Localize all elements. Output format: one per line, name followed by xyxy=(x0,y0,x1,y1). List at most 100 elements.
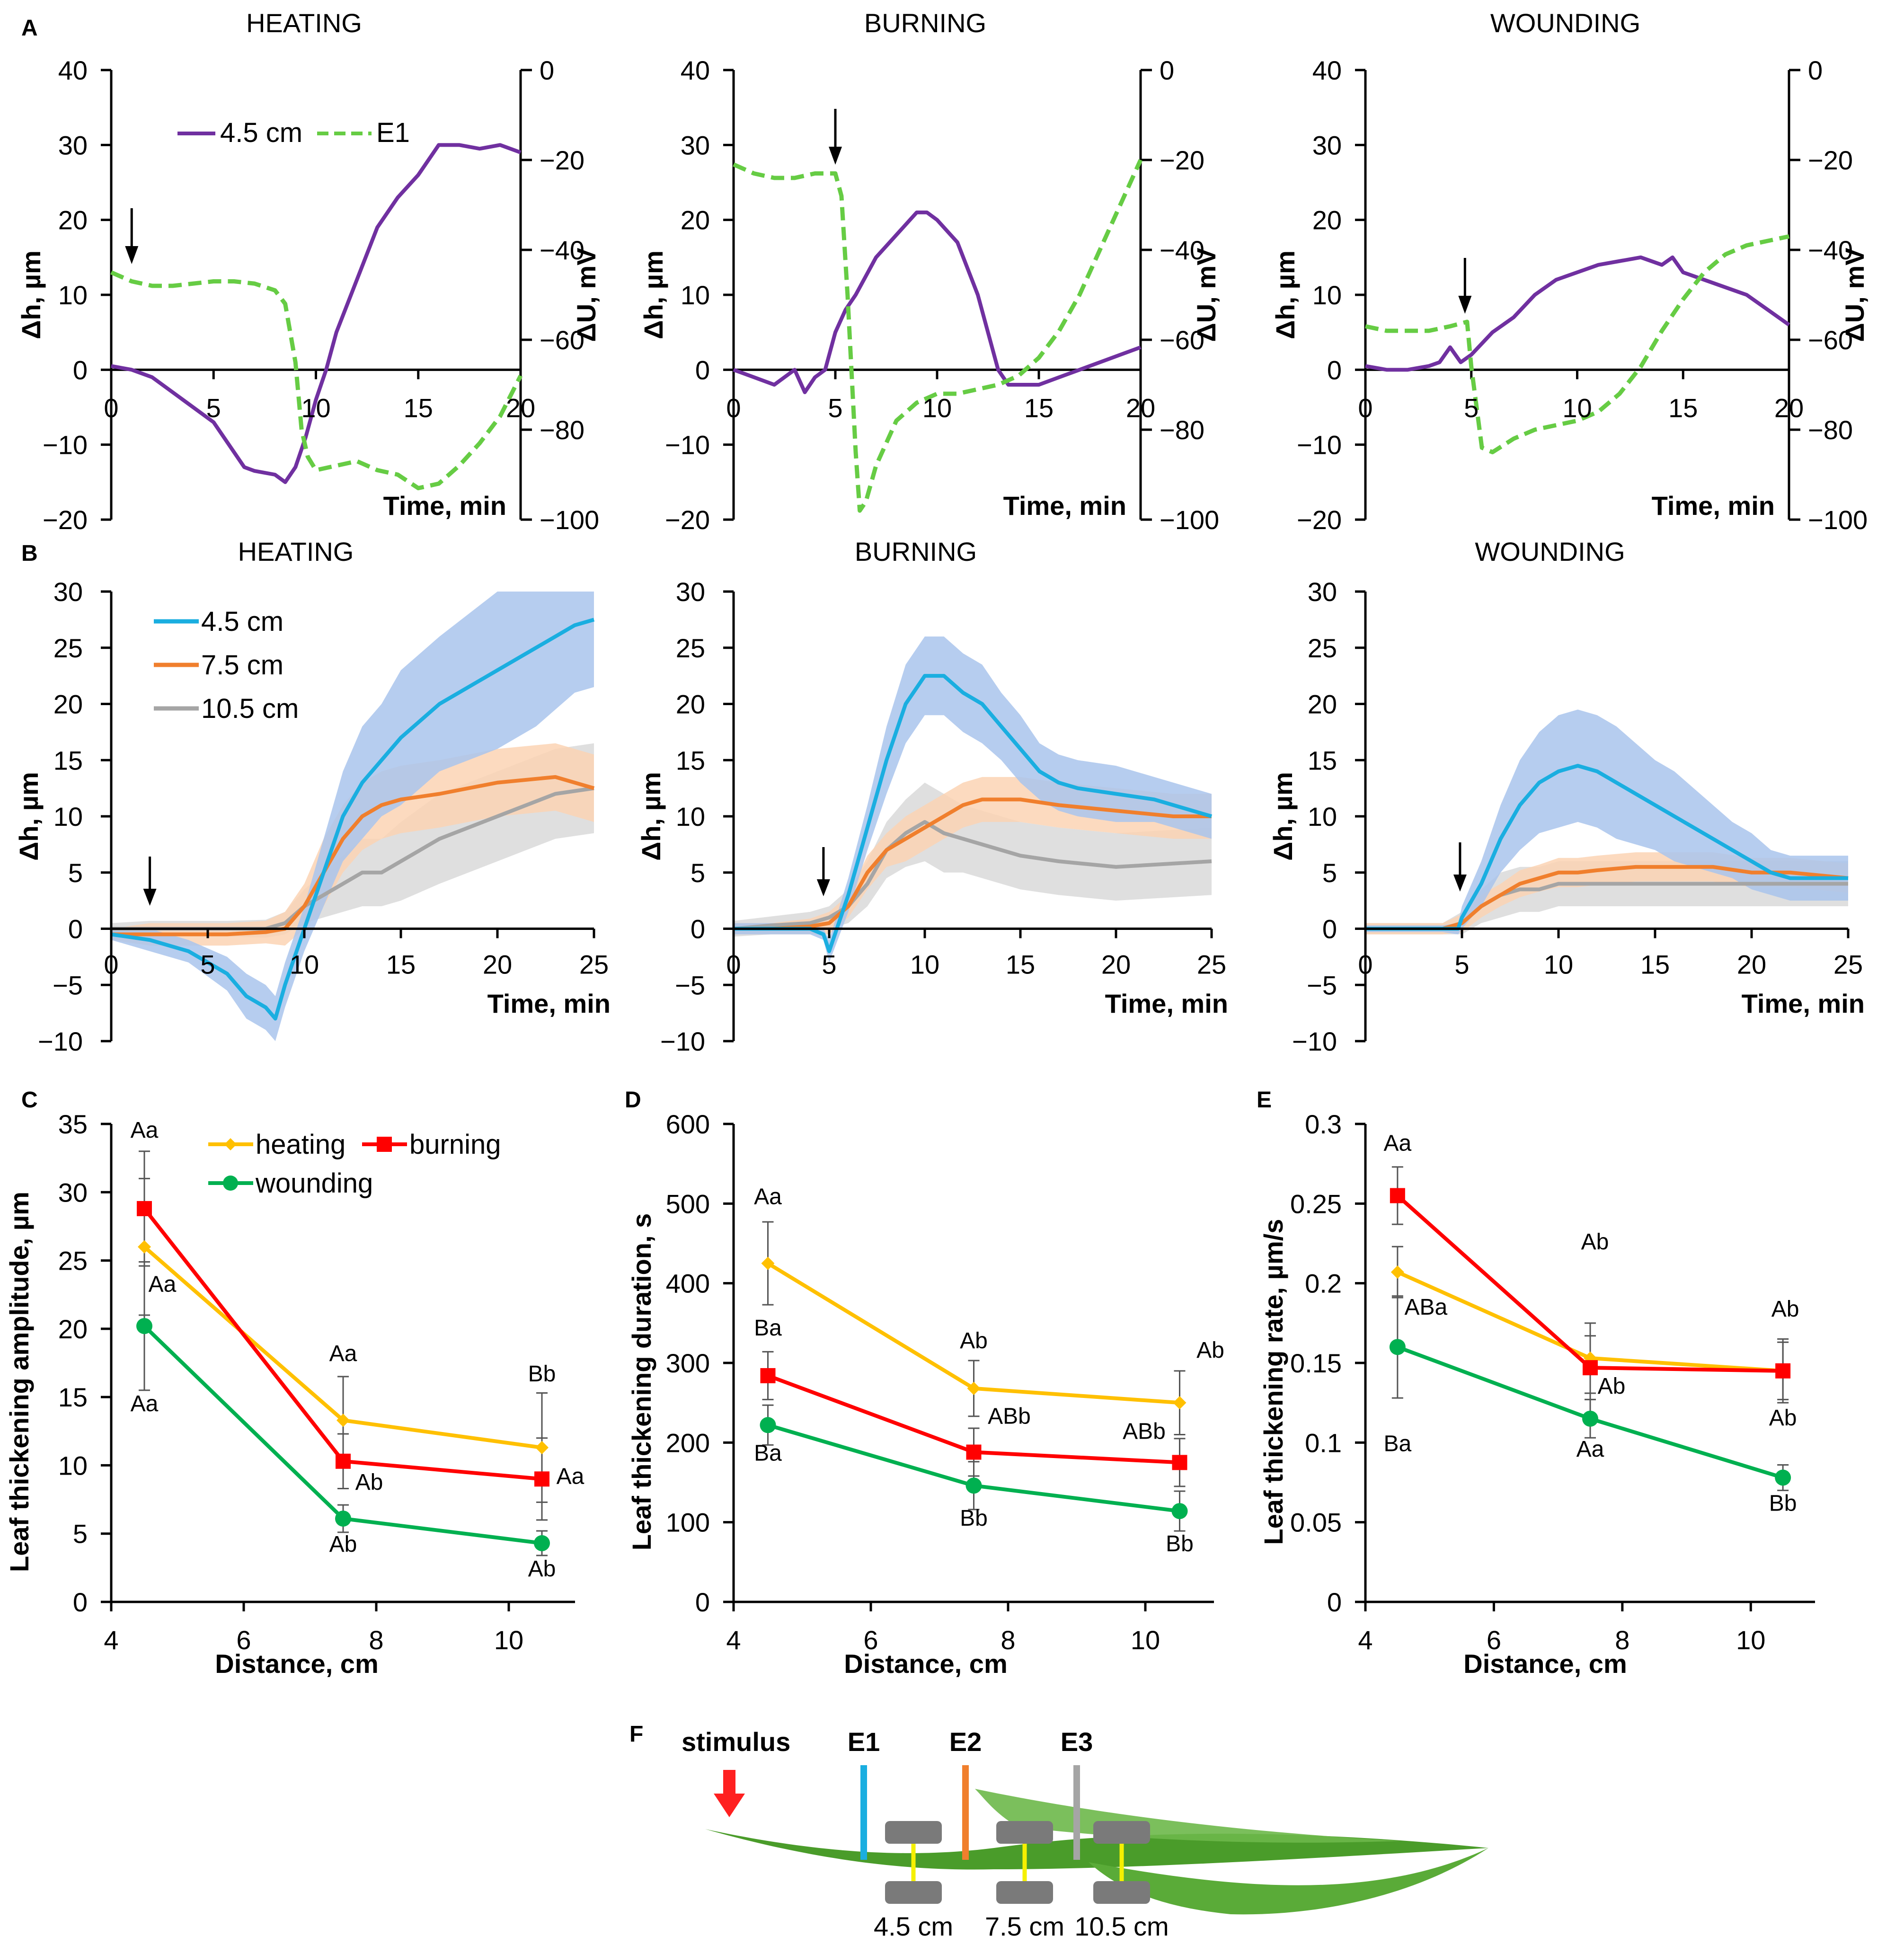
significance-label: Ba xyxy=(1383,1431,1411,1456)
marker-heating xyxy=(1173,1396,1187,1410)
series-line-e1 xyxy=(110,270,523,490)
x-tick-label: 5 xyxy=(828,393,842,423)
chart-A2 xyxy=(723,69,1152,521)
y2-tick-label: −60 xyxy=(1160,325,1204,355)
electrode-label: E1 xyxy=(848,1727,880,1757)
x-axis-label: Distance, cm xyxy=(844,1649,1008,1679)
y2-tick-label: −20 xyxy=(540,145,584,175)
chart-B2 xyxy=(723,590,1213,1043)
marker-wounding xyxy=(136,1318,152,1335)
marker-burning xyxy=(1390,1188,1405,1203)
significance-label: Ab xyxy=(329,1532,357,1557)
x-axis-label: Time, min xyxy=(1105,989,1228,1018)
distance-label: 10.5 cm xyxy=(1074,1911,1169,1941)
chart-B1 xyxy=(101,590,595,1043)
y-tick-label: 5 xyxy=(73,1519,88,1549)
sensor-top xyxy=(885,1821,942,1844)
marker-wounding xyxy=(965,1477,982,1494)
legend-marker xyxy=(223,1176,238,1191)
y2-tick-label: −60 xyxy=(1808,325,1853,355)
stimulus-label: stimulus xyxy=(682,1727,790,1757)
x-tick-label: 8 xyxy=(369,1625,383,1655)
y-tick-label: 5 xyxy=(68,858,83,888)
y2-tick-label: −40 xyxy=(1160,235,1204,265)
chart-title: HEATING xyxy=(246,8,362,38)
significance-label: Aa xyxy=(1576,1437,1604,1462)
y-tick-label: 40 xyxy=(1312,55,1342,85)
significance-label: Bb xyxy=(1769,1491,1797,1516)
x-tick-label: 20 xyxy=(483,950,512,980)
x-tick-label: 4 xyxy=(1358,1625,1373,1655)
x-tick-label: 15 xyxy=(1640,950,1670,980)
significance-label: Aa xyxy=(131,1391,159,1416)
chart-title: WOUNDING xyxy=(1475,537,1625,566)
y-tick-label: −20 xyxy=(665,505,710,535)
stimulus-arrow-head xyxy=(829,147,842,165)
x-axis-label: Distance, cm xyxy=(1463,1649,1627,1679)
y-axis-label: Leaf thickening duration, s xyxy=(627,1213,656,1551)
distance-label: 7.5 cm xyxy=(985,1911,1064,1941)
y2-tick-label: −80 xyxy=(1160,415,1204,445)
marker-burning xyxy=(966,1444,982,1460)
marker-wounding xyxy=(1389,1339,1406,1355)
y-tick-label: 10 xyxy=(53,802,83,831)
y2-tick-label: −40 xyxy=(1808,235,1853,265)
chart-title: WOUNDING xyxy=(1490,8,1640,38)
y-tick-label: 300 xyxy=(666,1348,710,1378)
panel-letter-D: D xyxy=(625,1087,641,1113)
y-tick-label: 20 xyxy=(1312,205,1342,235)
marker-burning xyxy=(1775,1363,1791,1379)
y-tick-label: 40 xyxy=(681,55,710,85)
series-line xyxy=(1365,764,1848,931)
marker-heating xyxy=(761,1256,775,1270)
series-line-e1 xyxy=(733,159,1143,513)
y-tick-label: 10 xyxy=(58,1450,88,1480)
series-line-e1 xyxy=(1365,234,1789,454)
stimulus-arrow-shaft xyxy=(723,1770,735,1794)
y-tick-label: 15 xyxy=(58,1382,88,1412)
y-tick-label: 10 xyxy=(1308,802,1337,831)
y-tick-label: −10 xyxy=(38,1026,83,1056)
y-axis-label: Δh, µm xyxy=(16,250,46,339)
y-tick-label: 20 xyxy=(676,690,705,719)
stimulus-arrow-head xyxy=(143,889,157,906)
y-tick-label: −10 xyxy=(1292,1026,1337,1056)
legend-marker xyxy=(377,1137,392,1152)
panel-letter-B: B xyxy=(21,541,38,566)
legend-label: heating xyxy=(256,1129,345,1160)
x-tick-label: 10 xyxy=(1736,1625,1765,1655)
x-tick-label: 10 xyxy=(1544,950,1573,980)
significance-label: Ab xyxy=(1769,1406,1797,1431)
y-tick-label: 35 xyxy=(58,1109,88,1139)
y-tick-label: 0.05 xyxy=(1290,1508,1342,1538)
series-line-4-5cm xyxy=(733,210,1142,394)
x-tick-label: 10 xyxy=(1562,393,1592,423)
series-line xyxy=(734,797,1212,931)
x-axis-label: Time, min xyxy=(487,989,611,1018)
sensor-bottom xyxy=(996,1881,1053,1904)
significance-label: Bb xyxy=(1166,1531,1194,1556)
x-tick-label: 15 xyxy=(1024,393,1054,423)
significance-label: Aa xyxy=(131,1118,159,1143)
y-tick-label: 30 xyxy=(681,130,710,160)
y-tick-label: 30 xyxy=(1312,130,1342,160)
y-tick-label: 0 xyxy=(1327,1587,1342,1617)
x-tick-label: 0 xyxy=(104,950,118,980)
legend-label: 10.5 cm xyxy=(201,693,299,724)
x-tick-label: 0 xyxy=(1358,393,1373,423)
x-axis-label: Time, min xyxy=(1003,491,1126,521)
y-tick-label: −20 xyxy=(1297,505,1342,535)
significance-label: Ba xyxy=(754,1316,782,1341)
legend-label-e1: E1 xyxy=(376,117,410,148)
x-tick-label: 4 xyxy=(726,1625,741,1655)
y2-axis-label: ΔU, mV xyxy=(571,248,601,342)
stimulus-arrow-head xyxy=(1458,296,1472,314)
stimulus-arrow-head xyxy=(1453,875,1467,892)
x-tick-label: 20 xyxy=(1126,393,1155,423)
x-tick-label: 5 xyxy=(206,393,221,423)
x-tick-label: 0 xyxy=(726,950,741,980)
significance-label: Aa xyxy=(329,1341,357,1366)
significance-label: ABb xyxy=(1123,1419,1166,1444)
y2-tick-label: 0 xyxy=(540,55,554,85)
leaf-lower xyxy=(1089,1848,1488,1915)
